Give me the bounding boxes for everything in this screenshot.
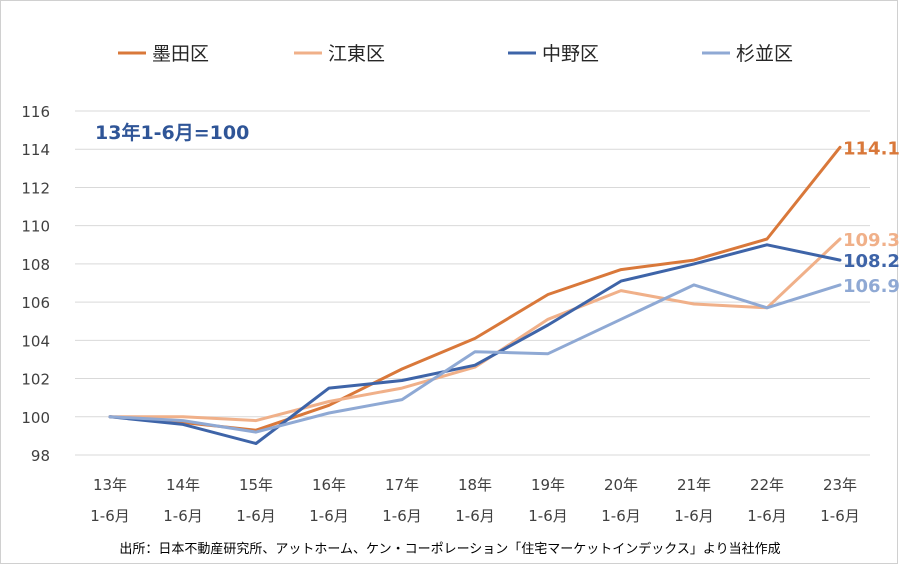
legend-label-3: 杉並区: [736, 43, 793, 65]
legend-label-2: 中野区: [542, 43, 599, 65]
legend-label-0: 墨田区: [152, 43, 209, 65]
base-annotation: 13年1-6月=100: [95, 121, 249, 144]
series-line-2: [108, 243, 842, 445]
x-tick-label-year: 18年: [458, 476, 492, 494]
series-line-0: [108, 145, 842, 432]
legend-label-1: 江東区: [328, 43, 385, 65]
y-tick-label: 110: [21, 218, 50, 236]
y-tick-label: 104: [21, 332, 50, 350]
x-tick-label-period: 1-6月: [163, 507, 203, 525]
x-tick-label-year: 15年: [239, 476, 273, 494]
end-label-1: 109.3: [843, 230, 900, 251]
x-tick-label-period: 1-6月: [674, 507, 714, 525]
x-tick-label-period: 1-6月: [382, 507, 422, 525]
y-tick-label: 108: [21, 256, 50, 274]
end-label-0: 114.1: [843, 138, 900, 159]
x-tick-label-period: 1-6月: [455, 507, 495, 525]
x-tick-label-year: 13年: [93, 476, 127, 494]
series-line-1: [108, 237, 842, 423]
x-tick-label-period: 1-6月: [90, 507, 130, 525]
series-lines: [108, 145, 842, 445]
end-label-2: 108.2: [843, 251, 900, 272]
source-note: 出所：日本不動産研究所、アットホーム、ケン・コーポレーション「住宅マーケットイン…: [119, 542, 781, 557]
x-tick-label-year: 17年: [385, 476, 419, 494]
end-label-3: 106.9: [843, 276, 900, 297]
y-tick-label: 116: [21, 103, 50, 121]
y-tick-label: 114: [21, 141, 50, 159]
x-tick-label-year: 19年: [531, 476, 565, 494]
y-tick-label: 102: [21, 371, 50, 389]
x-tick-label-period: 1-6月: [528, 507, 568, 525]
x-tick-label-year: 14年: [166, 476, 200, 494]
legend: 墨田区 江東区 中野区 杉並区: [118, 43, 793, 65]
x-tick-label-year: 22年: [750, 476, 784, 494]
x-tick-label-period: 1-6月: [236, 507, 276, 525]
x-tick-label-period: 1-6月: [309, 507, 349, 525]
x-tick-label-year: 16年: [312, 476, 346, 494]
x-tick-label-period: 1-6月: [820, 507, 860, 525]
x-tick-label-period: 1-6月: [601, 507, 641, 525]
x-tick-label-period: 1-6月: [747, 507, 787, 525]
series-line-3: [108, 283, 842, 434]
gridlines: [75, 110, 870, 456]
y-tick-label: 100: [21, 409, 50, 427]
y-tick-label: 112: [21, 179, 50, 197]
x-tick-label-year: 23年: [823, 476, 857, 494]
y-tick-label: 98: [31, 447, 50, 465]
y-tick-label: 106: [21, 294, 50, 312]
y-axis-ticks: 98 100 102 104 106 108 110 112 114 116: [21, 103, 50, 465]
x-tick-label-year: 20年: [604, 476, 638, 494]
x-axis-ticks: 13年 1-6月 14年 1-6月 15年 1-6月 16年 1-6月 17年 1-6月 18年 1-…: [90, 476, 860, 525]
x-tick-label-year: 21年: [677, 476, 711, 494]
